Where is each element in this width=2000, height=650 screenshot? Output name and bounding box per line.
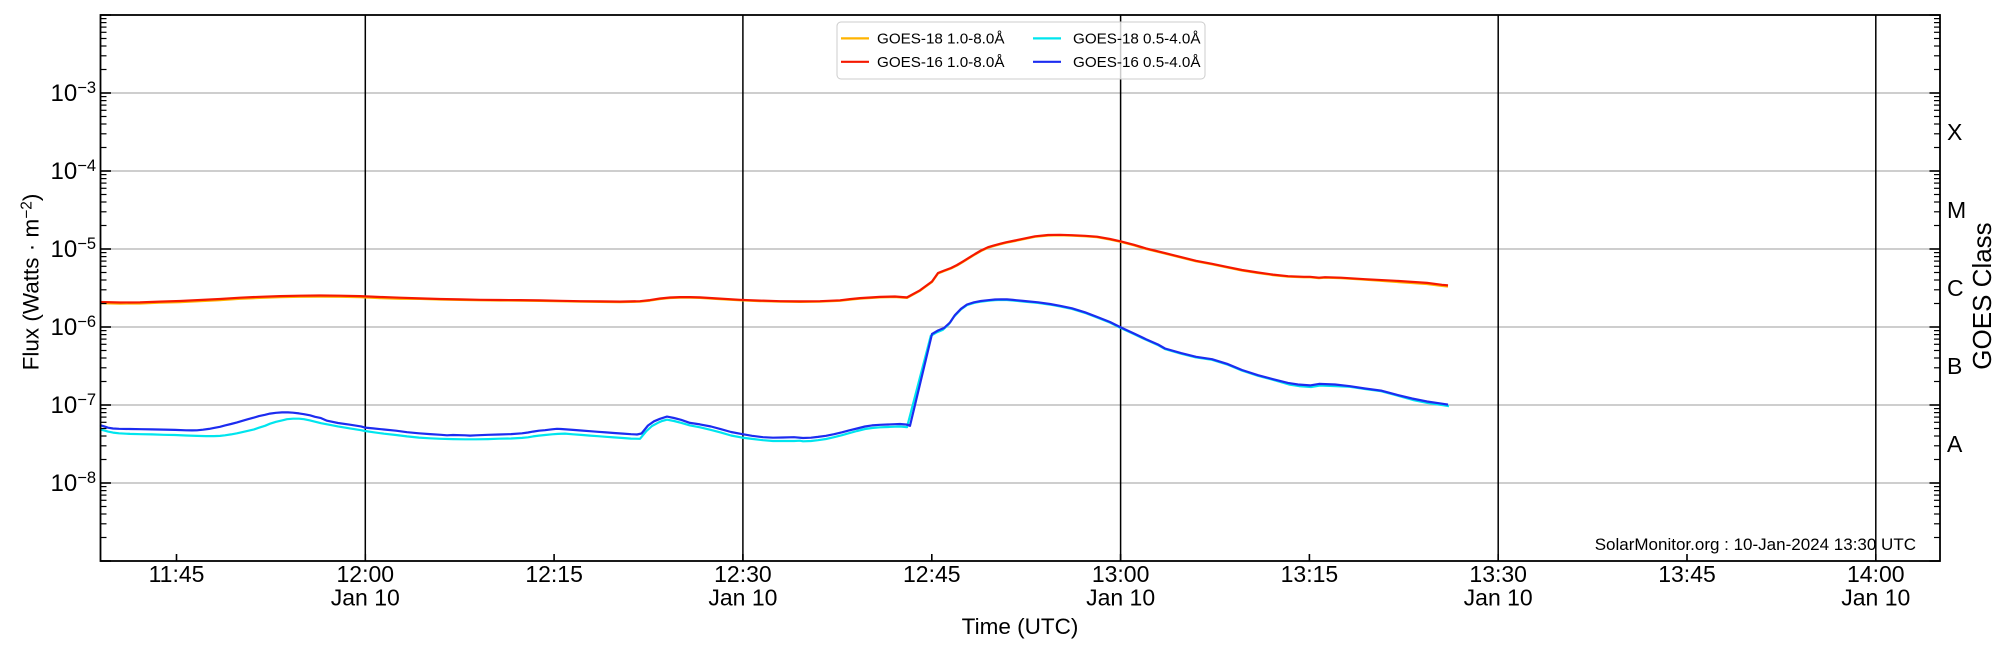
svg-text:GOES Class: GOES Class <box>1967 222 1997 369</box>
svg-text:GOES-18 0.5-4.0Å: GOES-18 0.5-4.0Å <box>1073 31 1201 48</box>
svg-text:13:00: 13:00 <box>1092 561 1150 587</box>
svg-text:12:15: 12:15 <box>525 561 583 587</box>
svg-text:GOES-16 0.5-4.0Å: GOES-16 0.5-4.0Å <box>1073 54 1201 71</box>
svg-text:Jan 10: Jan 10 <box>331 585 400 611</box>
svg-text:13:15: 13:15 <box>1281 561 1339 587</box>
svg-text:Jan 10: Jan 10 <box>708 585 777 611</box>
svg-text:B: B <box>1947 353 1962 379</box>
svg-text:13:45: 13:45 <box>1658 561 1716 587</box>
svg-text:C: C <box>1947 275 1964 301</box>
svg-text:12:30: 12:30 <box>714 561 772 587</box>
svg-text:M: M <box>1947 197 1966 223</box>
svg-text:X: X <box>1947 119 1962 145</box>
svg-text:10−4: 10−4 <box>50 157 96 185</box>
svg-text:13:30: 13:30 <box>1469 561 1527 587</box>
svg-text:12:45: 12:45 <box>903 561 961 587</box>
svg-text:A: A <box>1947 431 1963 457</box>
svg-text:GOES-16 1.0-8.0Å: GOES-16 1.0-8.0Å <box>877 54 1005 71</box>
svg-text:Jan 10: Jan 10 <box>1086 585 1155 611</box>
svg-text:Flux (Watts · m−2): Flux (Watts · m−2) <box>19 194 44 371</box>
svg-text:11:45: 11:45 <box>149 561 205 587</box>
svg-text:GOES-18 1.0-8.0Å: GOES-18 1.0-8.0Å <box>877 31 1005 48</box>
svg-text:SolarMonitor.org : 10-Jan-2024: SolarMonitor.org : 10-Jan-2024 13:30 UTC <box>1595 535 1916 554</box>
svg-text:14:00: 14:00 <box>1847 561 1905 587</box>
svg-text:Jan 10: Jan 10 <box>1464 585 1533 611</box>
svg-text:Time (UTC): Time (UTC) <box>962 614 1079 639</box>
svg-text:Jan 10: Jan 10 <box>1841 585 1910 611</box>
svg-text:12:00: 12:00 <box>337 561 395 587</box>
